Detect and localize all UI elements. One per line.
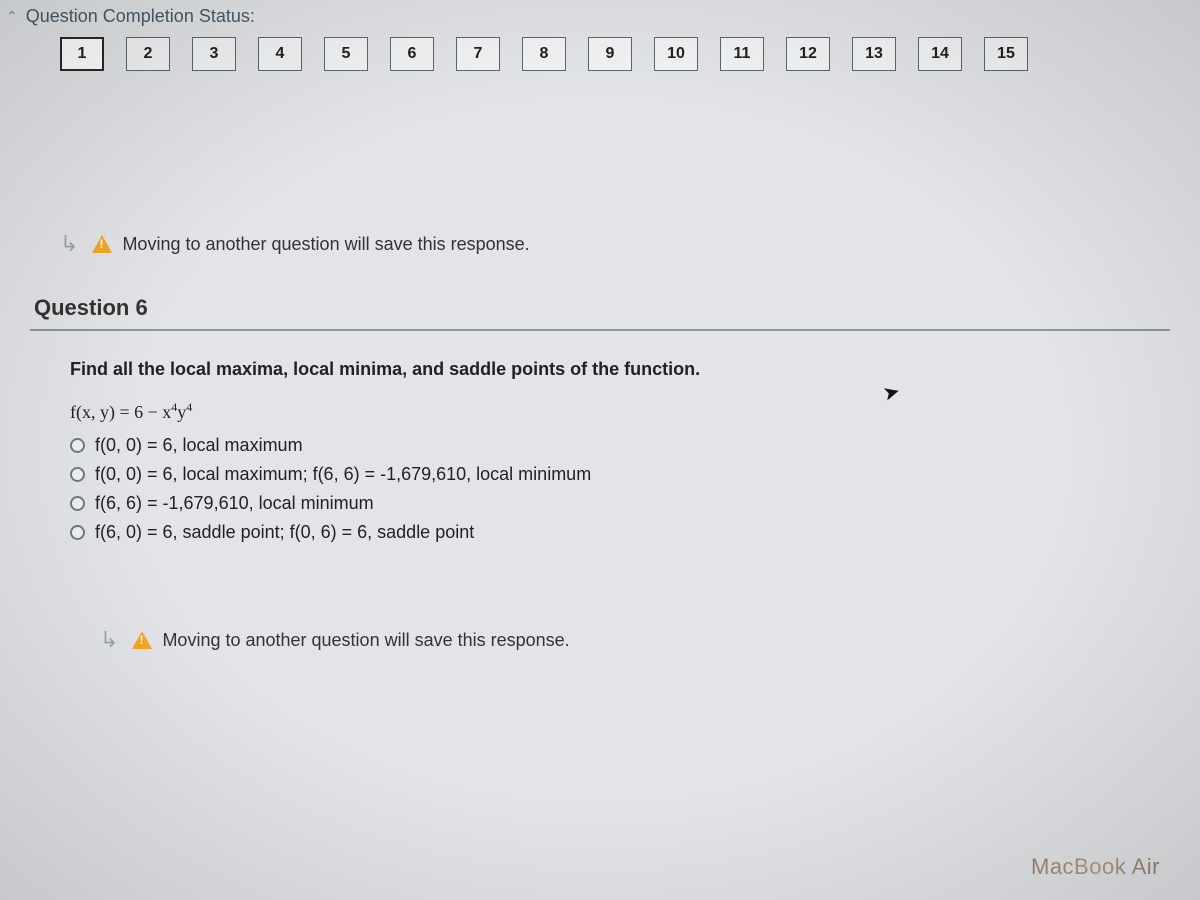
notice-text: Moving to another question will save thi…	[122, 234, 529, 255]
question-nav-7[interactable]: 7	[456, 37, 500, 71]
arrow-icon: ↳	[60, 231, 78, 257]
save-notice-bottom: ↳ Moving to another question will save t…	[0, 567, 1200, 663]
formula-mid: y	[177, 402, 186, 422]
question-nav-2[interactable]: 2	[126, 37, 170, 71]
option-label: f(0, 0) = 6, local maximum; f(6, 6) = -1…	[95, 464, 591, 485]
question-nav-13[interactable]: 13	[852, 37, 896, 71]
question-title: Question 6	[30, 287, 1170, 331]
arrow-icon: ↳	[100, 627, 118, 653]
question-block: Question 6 Find all the local maxima, lo…	[30, 287, 1170, 567]
question-nav-4[interactable]: 4	[258, 37, 302, 71]
answer-option[interactable]: f(6, 6) = -1,679,610, local minimum	[70, 489, 1130, 518]
question-nav-11[interactable]: 11	[720, 37, 764, 71]
option-label: f(6, 0) = 6, saddle point; f(0, 6) = 6, …	[95, 522, 474, 543]
question-nav-8[interactable]: 8	[522, 37, 566, 71]
question-nav-9[interactable]: 9	[588, 37, 632, 71]
question-nav-14[interactable]: 14	[918, 37, 962, 71]
quiz-page: ⌃ Question Completion Status: 1234567891…	[0, 0, 1200, 900]
warning-icon	[92, 235, 112, 253]
question-nav-1[interactable]: 1	[60, 37, 104, 71]
formula-exp2: 4	[186, 400, 192, 414]
question-nav: 123456789101112131415	[0, 37, 1200, 71]
question-nav-15[interactable]: 15	[984, 37, 1028, 71]
radio-icon[interactable]	[70, 467, 85, 482]
notice-text: Moving to another question will save thi…	[162, 630, 569, 651]
spacer	[0, 71, 1200, 221]
answer-option[interactable]: f(6, 0) = 6, saddle point; f(0, 6) = 6, …	[70, 518, 1130, 547]
question-prompt: Find all the local maxima, local minima,…	[70, 359, 1130, 380]
question-body: Find all the local maxima, local minima,…	[30, 331, 1170, 567]
option-label: f(0, 0) = 6, local maximum	[95, 435, 303, 456]
question-nav-3[interactable]: 3	[192, 37, 236, 71]
answer-option[interactable]: f(0, 0) = 6, local maximum; f(6, 6) = -1…	[70, 460, 1130, 489]
device-label: MacBook Air	[1031, 854, 1160, 880]
radio-icon[interactable]	[70, 525, 85, 540]
question-formula: f(x, y) = 6 − x4y4	[70, 400, 1130, 423]
save-notice-top: ↳ Moving to another question will save t…	[0, 221, 1200, 267]
question-nav-5[interactable]: 5	[324, 37, 368, 71]
answer-options: f(0, 0) = 6, local maximum f(0, 0) = 6, l…	[70, 431, 1130, 547]
completion-status-header: ⌃ Question Completion Status:	[0, 0, 1200, 37]
option-label: f(6, 6) = -1,679,610, local minimum	[95, 493, 374, 514]
question-nav-6[interactable]: 6	[390, 37, 434, 71]
question-nav-10[interactable]: 10	[654, 37, 698, 71]
radio-icon[interactable]	[70, 496, 85, 511]
question-nav-12[interactable]: 12	[786, 37, 830, 71]
formula-prefix: f(x, y) = 6 − x	[70, 402, 171, 422]
status-label: Question Completion Status:	[26, 6, 255, 27]
radio-icon[interactable]	[70, 438, 85, 453]
answer-option[interactable]: f(0, 0) = 6, local maximum	[70, 431, 1130, 460]
collapse-icon[interactable]: ⌃	[6, 8, 18, 25]
warning-icon	[132, 631, 152, 649]
